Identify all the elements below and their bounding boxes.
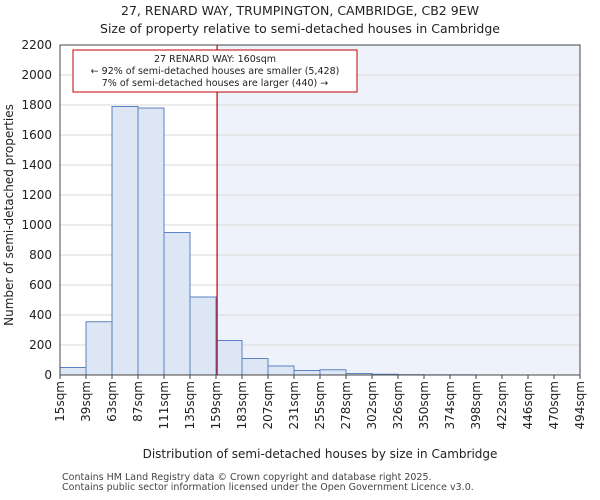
y-tick-label: 800 — [29, 248, 52, 262]
x-tick-label: 255sqm — [313, 381, 327, 429]
annotation-frame — [72, 49, 358, 93]
x-tick-label: 278sqm — [339, 381, 353, 429]
bar — [189, 296, 217, 376]
x-tick-label: 87sqm — [131, 381, 145, 422]
bar — [267, 365, 295, 376]
x-tick-label: 15sqm — [53, 381, 67, 422]
bar — [293, 370, 321, 376]
bar — [137, 107, 165, 376]
y-tick-label: 1600 — [21, 128, 52, 142]
x-tick-label: 350sqm — [417, 381, 431, 429]
chart-title: 27, RENARD WAY, TRUMPINGTON, CAMBRIDGE, … — [121, 3, 479, 18]
x-tick-label: 111sqm — [157, 381, 171, 429]
x-axis-label: Distribution of semi-detached houses by … — [143, 447, 498, 461]
x-tick-label: 183sqm — [235, 381, 249, 429]
annotation-line-2: ← 92% of semi-detached houses are smalle… — [91, 66, 340, 77]
x-tick-label: 63sqm — [105, 381, 119, 422]
x-tick-label: 302sqm — [365, 381, 379, 429]
y-axis-label: Number of semi-detached properties — [2, 104, 16, 326]
footer-line-1: Contains HM Land Registry data © Crown c… — [62, 472, 432, 483]
footer-line-2: Contains public sector information licen… — [62, 482, 474, 493]
x-tick-label: 39sqm — [79, 381, 93, 422]
y-tick-label: 1200 — [21, 188, 52, 202]
x-tick-labels: 15sqm 39sqm 63sqm 87sqm 111sqm 135sqm 159sqm 18… — [53, 375, 587, 429]
x-tick-label: 470sqm — [547, 381, 561, 429]
annotation-box: 27 RENARD WAY: 160sqm ← 92% of semi-deta… — [72, 49, 358, 93]
x-tick-label: 135sqm — [183, 381, 197, 429]
bar — [319, 369, 347, 376]
x-tick-label: 422sqm — [495, 381, 509, 429]
annotation-line-3: 7% of semi-detached houses are larger (4… — [102, 78, 329, 89]
bar — [59, 367, 87, 376]
x-tick-label: 374sqm — [443, 381, 457, 429]
x-tick-label: 159sqm — [209, 381, 223, 429]
bars — [59, 106, 477, 376]
y-tick-label: 400 — [29, 308, 52, 322]
y-tick-label: 600 — [29, 278, 52, 292]
y-tick-label: 1800 — [21, 98, 52, 112]
bar — [111, 106, 139, 376]
bar — [215, 340, 243, 376]
x-tick-label: 494sqm — [573, 381, 587, 429]
x-tick-label: 398sqm — [469, 381, 483, 429]
x-tick-label: 231sqm — [287, 381, 301, 429]
bar — [241, 358, 269, 376]
y-tick-label: 1000 — [21, 218, 52, 232]
x-tick-label: 446sqm — [521, 381, 535, 429]
larger-region-shade — [217, 45, 580, 375]
y-tick-label: 200 — [29, 338, 52, 352]
annotation-line-1: 27 RENARD WAY: 160sqm — [154, 54, 276, 65]
x-tick-label: 326sqm — [391, 381, 405, 429]
y-tick-label: 2000 — [21, 68, 52, 82]
y-tick-label: 2200 — [21, 38, 52, 52]
bar — [163, 232, 191, 376]
x-tick-label: 207sqm — [261, 381, 275, 429]
y-tick-labels: 0 200 400 600 800 1000 1200 1400 1600 1800 2000 220… — [21, 38, 52, 382]
bar — [85, 321, 113, 376]
chart-subtitle: Size of property relative to semi-detach… — [100, 21, 500, 36]
y-tick-label: 0 — [44, 368, 52, 382]
y-tick-label: 1400 — [21, 158, 52, 172]
